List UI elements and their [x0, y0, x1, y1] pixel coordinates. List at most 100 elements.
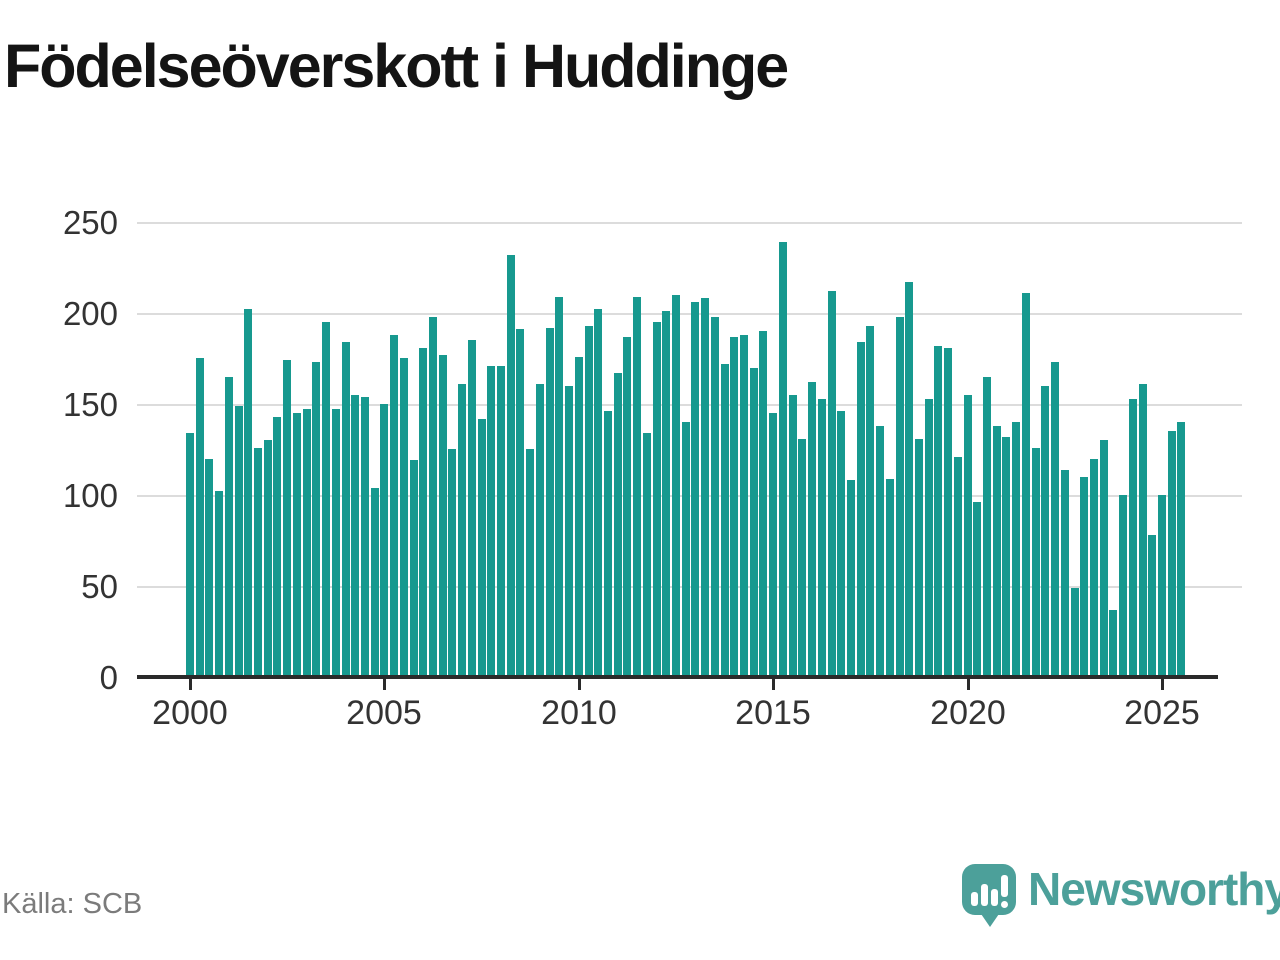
bar	[303, 409, 311, 677]
x-axis-tick-label: 2010	[541, 694, 617, 732]
bar	[779, 242, 787, 677]
bar	[332, 409, 340, 677]
bar	[342, 342, 350, 677]
page-title: Födelseöverskott i Huddinge	[4, 32, 789, 100]
bar	[205, 459, 213, 677]
bar	[1061, 470, 1069, 677]
bar	[1158, 495, 1166, 677]
bar	[701, 298, 709, 677]
y-axis-tick-label: 150	[62, 386, 118, 423]
bar	[682, 422, 690, 677]
bar	[828, 291, 836, 677]
bar	[1168, 431, 1176, 677]
bar	[818, 399, 826, 677]
y-axis-tick-label: 50	[81, 568, 118, 605]
bar	[555, 297, 563, 677]
bar	[1012, 422, 1020, 677]
gridline	[137, 313, 1242, 315]
bar	[371, 488, 379, 677]
bar	[322, 322, 330, 677]
bar	[614, 373, 622, 677]
bar	[740, 335, 748, 677]
bar	[1177, 422, 1185, 677]
bar	[653, 322, 661, 677]
bar	[643, 433, 651, 677]
bar	[565, 386, 573, 677]
y-axis-tick-label: 200	[62, 295, 118, 332]
bar	[711, 317, 719, 677]
bar	[623, 337, 631, 677]
bar	[691, 302, 699, 677]
bar	[1100, 440, 1108, 677]
x-axis-tick-label: 2015	[735, 694, 811, 732]
bar	[721, 364, 729, 677]
bar	[526, 449, 534, 677]
bar	[546, 328, 554, 677]
bar	[886, 479, 894, 677]
bar	[730, 337, 738, 677]
bar	[876, 426, 884, 677]
bar	[254, 448, 262, 677]
logo-mini-bar-icon	[981, 884, 988, 906]
bar	[934, 346, 942, 677]
x-axis-tick-mark	[578, 679, 581, 690]
bar	[1051, 362, 1059, 677]
bar	[380, 404, 388, 677]
bar	[964, 395, 972, 677]
bar	[1129, 399, 1137, 677]
bar	[351, 395, 359, 677]
x-axis-tick-mark	[383, 679, 386, 690]
bar	[507, 255, 515, 677]
y-axis-tick-label: 100	[62, 477, 118, 514]
bar	[1032, 448, 1040, 677]
bar	[429, 317, 437, 677]
bar	[944, 348, 952, 677]
x-axis-line	[137, 675, 1218, 679]
bar	[925, 399, 933, 677]
x-axis-tick-mark	[189, 679, 192, 690]
bar	[215, 491, 223, 677]
y-axis-tick-label: 250	[62, 204, 118, 241]
x-axis-tick-label: 2000	[152, 694, 228, 732]
bar	[954, 457, 962, 677]
bar	[857, 342, 865, 677]
bar	[1071, 588, 1079, 677]
bar	[1022, 293, 1030, 677]
bar	[1119, 495, 1127, 677]
bar	[915, 439, 923, 677]
bar	[575, 357, 583, 677]
logo-mini-bar-icon	[991, 889, 998, 906]
bar	[244, 309, 252, 677]
bar	[847, 480, 855, 677]
bar	[1002, 437, 1010, 677]
bar	[769, 413, 777, 677]
bar	[973, 502, 981, 677]
x-axis-tick-label: 2020	[930, 694, 1006, 732]
bar	[662, 311, 670, 677]
x-axis-tick-mark	[1161, 679, 1164, 690]
bar	[1109, 610, 1117, 677]
bar	[458, 384, 466, 677]
bar	[1080, 477, 1088, 677]
bar	[536, 384, 544, 677]
bar	[390, 335, 398, 677]
bar	[866, 326, 874, 677]
bar	[1090, 459, 1098, 677]
logo-wordmark: Newsworthy	[1028, 863, 1280, 915]
bar	[448, 449, 456, 677]
bar	[905, 282, 913, 677]
bar	[1139, 384, 1147, 677]
y-axis-tick-label: 0	[99, 659, 118, 696]
bar	[225, 377, 233, 677]
bar	[837, 411, 845, 677]
bar	[993, 426, 1001, 677]
bar	[808, 382, 816, 677]
bar	[759, 331, 767, 677]
bar	[283, 360, 291, 677]
bar	[186, 433, 194, 677]
logo-speech-bubble-icon	[962, 864, 1016, 927]
bar	[594, 309, 602, 677]
bar	[439, 355, 447, 677]
bar	[604, 411, 612, 677]
